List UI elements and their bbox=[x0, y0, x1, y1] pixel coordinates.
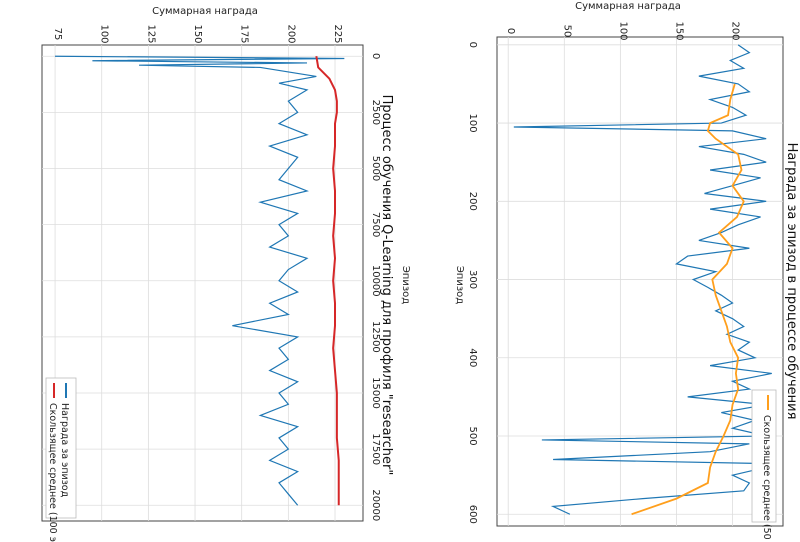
x-tick-label: 100 bbox=[467, 114, 478, 133]
x-tick-label: 7500 bbox=[370, 212, 381, 237]
legend-box bbox=[751, 389, 777, 523]
series-moving-average-line bbox=[315, 56, 340, 506]
x-tick-label: 200 bbox=[467, 192, 478, 211]
x-axis-title: Эпизод bbox=[400, 266, 411, 304]
plot-frame bbox=[496, 36, 784, 527]
grid bbox=[497, 37, 783, 526]
x-tick-label: 15000 bbox=[370, 377, 381, 409]
x-tick-label: 12500 bbox=[370, 321, 381, 353]
series-moving-average-line bbox=[631, 83, 745, 516]
chart-q-learning-researcher: 0 2500 5000 7500 10000 12500 15000 17500 20000 75… bbox=[41, 6, 411, 542]
plot-frame bbox=[41, 44, 364, 522]
y-axis-title: Суммарная награда bbox=[575, 1, 681, 12]
y-tick-label: 75 bbox=[52, 28, 63, 41]
y-tick-label: 125 bbox=[145, 24, 156, 43]
series-episode-reward-line bbox=[55, 55, 345, 506]
x-tick-label: 0 bbox=[467, 42, 478, 48]
y-tick-label: 225 bbox=[332, 24, 343, 43]
legend-box bbox=[45, 377, 77, 519]
legend-label-moving-average: Скользящее среднее (50 эп.) bbox=[761, 415, 772, 542]
y-tick-label: 50 bbox=[561, 25, 572, 38]
x-axis-title: Эпизод bbox=[454, 266, 465, 304]
legend: Награда за эпизод Скользящее среднее (10… bbox=[45, 377, 77, 542]
y-tick-label: 0 bbox=[505, 28, 516, 34]
x-tick-label: 10000 bbox=[370, 265, 381, 297]
y-tick-label: 100 bbox=[617, 21, 628, 40]
legend-label-episode: Награда за эпизод bbox=[59, 403, 70, 498]
grid bbox=[42, 45, 363, 521]
series-episode-reward-line bbox=[513, 44, 772, 515]
chart-title: Награда за эпизод в процессе обучения bbox=[784, 143, 799, 420]
chart-episode-reward: 0 100 200 300 400 500 600 0 50 100 150 200 Суммарна… bbox=[454, 1, 799, 542]
x-tick-label: 2500 bbox=[370, 100, 381, 125]
y-tick-label: 175 bbox=[239, 24, 250, 43]
chart-title: Процесс обучения Q-Learning для профиля … bbox=[379, 95, 394, 476]
y-tick-label: 200 bbox=[285, 24, 296, 43]
x-tick-label: 17500 bbox=[370, 433, 381, 465]
legend: Скользящее среднее (50 эп.) bbox=[751, 389, 777, 542]
tick-labels: 0 2500 5000 7500 10000 12500 15000 17500 20000 75… bbox=[52, 24, 381, 521]
y-tick-label: 100 bbox=[99, 24, 110, 43]
y-tick-label: 150 bbox=[673, 21, 684, 40]
y-tick-label: 200 bbox=[730, 21, 741, 40]
x-tick-label: 20000 bbox=[370, 489, 381, 521]
tick-labels: 0 100 200 300 400 500 600 0 50 100 150 200 bbox=[467, 21, 741, 523]
x-tick-label: 600 bbox=[467, 505, 478, 524]
x-tick-label: 400 bbox=[467, 348, 478, 367]
y-axis-title: Суммарная награда bbox=[152, 6, 258, 17]
x-tick-label: 5000 bbox=[370, 156, 381, 181]
x-tick-label: 500 bbox=[467, 426, 478, 445]
x-tick-label: 0 bbox=[370, 53, 381, 59]
y-tick-label: 150 bbox=[192, 24, 203, 43]
legend-label-moving-average: Скользящее среднее (100 эп.) bbox=[47, 403, 58, 542]
x-tick-label: 300 bbox=[467, 270, 478, 289]
